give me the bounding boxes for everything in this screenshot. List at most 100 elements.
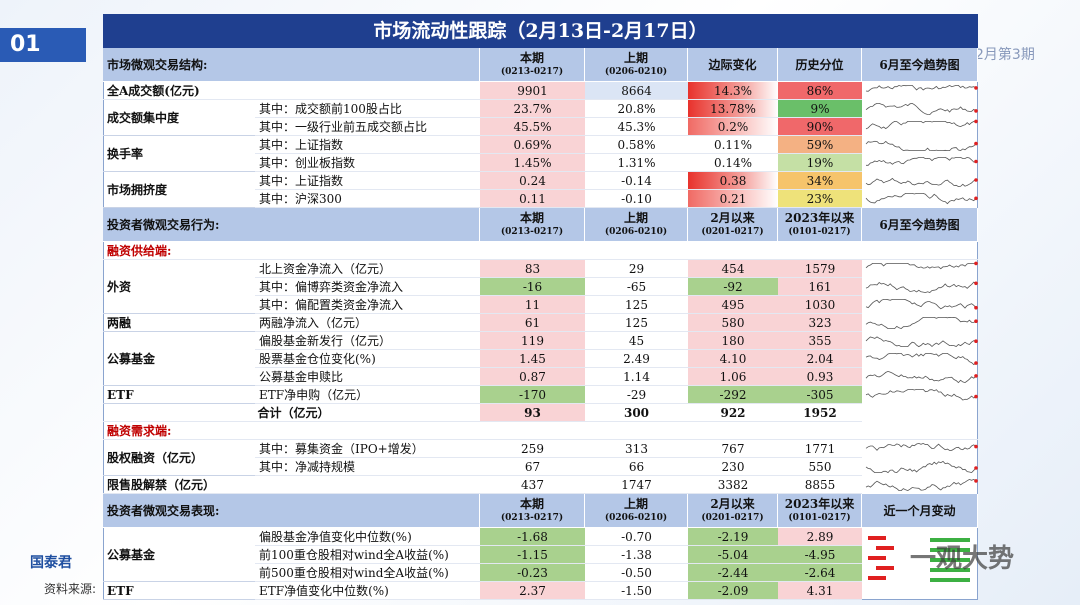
- column-range: (0213-0217): [500, 66, 564, 77]
- sparkline: [865, 192, 977, 205]
- value-cell: -170: [480, 386, 585, 404]
- sparkline-end: [974, 394, 978, 399]
- item-label: 其中：上证指数: [255, 172, 480, 190]
- value-cell: 550: [778, 458, 862, 476]
- value-cell: 767: [688, 440, 778, 458]
- item-label: 其中：上证指数: [255, 136, 480, 154]
- column-name: 6月至今趋势图: [879, 57, 960, 72]
- item-label: 股票基金仓位变化(%): [255, 350, 480, 368]
- item-label: 偏股基金新发行（亿元）: [255, 332, 480, 350]
- value-cell: -0.70: [585, 528, 688, 546]
- column-name: 上期: [623, 496, 648, 511]
- change-icon: [868, 556, 886, 560]
- column-range: (0206-0210): [604, 226, 668, 237]
- sparkline-end: [974, 119, 978, 124]
- slide-number: 01: [0, 28, 86, 62]
- value-cell: 23%: [778, 190, 862, 208]
- value-cell: 2.89: [778, 528, 862, 546]
- item-label: 公募基金申赎比: [255, 368, 480, 386]
- column-name: 2023年以来: [784, 496, 855, 511]
- value-cell: 1.06: [688, 368, 778, 386]
- sparkline: [865, 177, 977, 188]
- sparkline: [865, 316, 977, 330]
- column-header: 历史分位: [778, 48, 862, 82]
- value-cell: -0.14: [585, 172, 688, 190]
- column-header: 上期 (0206-0210): [585, 48, 688, 82]
- value-cell: 0.93: [778, 368, 862, 386]
- sparkline-end: [974, 319, 978, 324]
- value-cell: 0.2%: [688, 118, 778, 136]
- value-cell: 0.11%: [688, 136, 778, 154]
- value-cell: 119: [480, 332, 585, 350]
- value-cell: 1.14: [585, 368, 688, 386]
- item-label: 北上资金净流入（亿元）: [255, 260, 480, 278]
- column-name: 6月至今趋势图: [879, 217, 960, 232]
- column-header: 本期 (0213-0217): [480, 494, 585, 528]
- column-header: 6月至今趋势图: [862, 208, 978, 242]
- item-label: 前500重仓股相对wind全A收益(%): [255, 564, 480, 582]
- value-cell: 161: [778, 278, 862, 296]
- column-range: (0213-0217): [500, 512, 564, 523]
- value-cell: -16: [480, 278, 585, 296]
- column-header: 本期 (0213-0217): [480, 48, 585, 82]
- logo: 国泰君: [30, 555, 72, 571]
- sparkline: [865, 442, 977, 451]
- sparkline-end: [974, 109, 978, 113]
- value-cell: -65: [585, 278, 688, 296]
- value-cell: 355: [778, 332, 862, 350]
- change-icon: [930, 578, 970, 582]
- sparkline-end: [974, 141, 978, 146]
- subheading: 融资需求端:: [103, 422, 978, 440]
- sparkline: [865, 84, 977, 92]
- sparkline-end: [974, 479, 978, 483]
- value-cell: -29: [585, 386, 688, 404]
- value-cell: -1.68: [480, 528, 585, 546]
- change-icon: [930, 558, 970, 562]
- column-header: 边际变化: [688, 48, 778, 82]
- value-cell: 2.37: [480, 582, 585, 600]
- group-label: 换手率: [103, 136, 255, 172]
- sparkline-end: [974, 178, 978, 182]
- value-cell: 19%: [778, 154, 862, 172]
- column-name: 2月以来: [710, 496, 755, 511]
- value-cell: 313: [585, 440, 688, 458]
- column-name: 上期: [623, 50, 648, 65]
- value-cell: -4.95: [778, 546, 862, 564]
- value-cell: 1030: [778, 296, 862, 314]
- column-header: 本期 (0213-0217): [480, 208, 585, 242]
- value-cell: -92: [688, 278, 778, 296]
- table-title: 市场流动性跟踪（2月13日-2月17日）: [103, 14, 978, 48]
- value-cell: 0.21: [688, 190, 778, 208]
- column-header: 2月以来 (0201-0217): [688, 494, 778, 528]
- value-cell: 323: [778, 314, 862, 332]
- value-cell: 0.14%: [688, 154, 778, 172]
- value-cell: 0.24: [480, 172, 585, 190]
- group-label: 市场拥挤度: [103, 172, 255, 208]
- item-label: 其中：成交额前100股占比: [255, 100, 480, 118]
- column-header: 2023年以来 (0101-0217): [778, 208, 862, 242]
- sparkline-end: [974, 86, 978, 90]
- change-icon: [930, 548, 970, 552]
- column-name: 2月以来: [710, 210, 755, 225]
- sparkline-end: [974, 159, 978, 164]
- column-header: 2月以来 (0201-0217): [688, 208, 778, 242]
- value-cell: 0.87: [480, 368, 585, 386]
- sparkline-end: [974, 339, 978, 344]
- value-cell: 2.04: [778, 350, 862, 368]
- group-label: 股权融资（亿元）: [103, 440, 255, 476]
- value-cell: 437: [480, 476, 585, 494]
- column-range: (0201-0217): [701, 512, 764, 523]
- value-cell: -0.10: [585, 190, 688, 208]
- sparkline: [865, 370, 977, 384]
- change-icon: [876, 566, 894, 570]
- sparkline: [865, 478, 977, 492]
- item-label: 前100重仓股相对wind全A收益(%): [255, 546, 480, 564]
- sparkline: [865, 140, 977, 152]
- value-cell: 4.10: [688, 350, 778, 368]
- value-cell: 259: [480, 440, 585, 458]
- column-name: 边际变化: [708, 57, 757, 72]
- change-icon: [930, 568, 970, 572]
- section-header: 投资者微观交易行为:: [103, 208, 480, 242]
- value-cell: 1579: [778, 260, 862, 278]
